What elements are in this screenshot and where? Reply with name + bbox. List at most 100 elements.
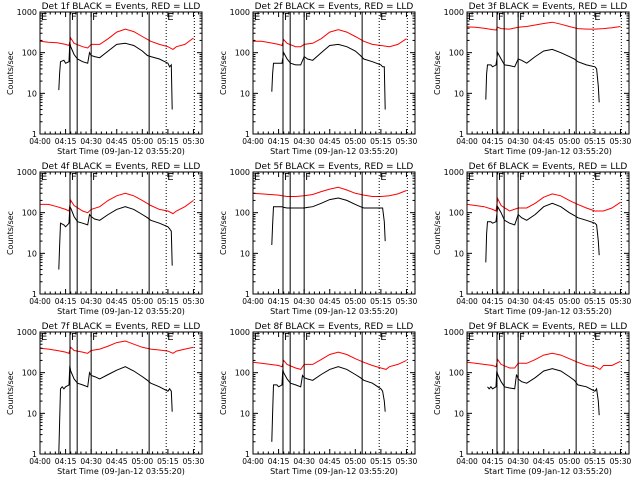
y-axis-label: Counts/sec	[433, 211, 442, 255]
y-tick-label: 1	[32, 290, 37, 299]
x-axis-label: Start Time (09-Jan-12 03:55:20)	[484, 467, 612, 476]
events-series-line	[271, 197, 386, 246]
y-tick-label: 10	[454, 249, 464, 258]
marker-label: E	[167, 12, 173, 23]
y-tick-label: 100	[235, 49, 250, 58]
y-axis-label: Counts/sec	[6, 51, 15, 95]
x-tick-label: 04:30	[80, 457, 102, 466]
x-tick-label: 04:00	[242, 297, 264, 306]
events-series-line	[485, 202, 600, 263]
plot-frame	[466, 11, 630, 135]
marker-label: F	[71, 172, 77, 183]
marker-label: F	[498, 332, 504, 343]
events-series-line	[58, 365, 173, 454]
panel-title: Det 3f BLACK = Events, RED = LLD	[469, 2, 628, 12]
panel-title: Det 8f BLACK = Events, RED = LLD	[255, 322, 414, 332]
y-tick-label: 1000	[17, 8, 37, 17]
x-tick-label: 04:15	[55, 137, 77, 146]
y-tick-label: 10	[27, 89, 37, 98]
y-tick-label: 10	[27, 409, 37, 418]
y-tick-label: 100	[449, 369, 464, 378]
panel-title: Det 7f BLACK = Events, RED = LLD	[42, 322, 201, 332]
y-tick-label: 1	[32, 450, 37, 459]
y-axis-label: Counts/sec	[219, 51, 228, 95]
x-tick-label: 04:00	[456, 297, 478, 306]
y-axis-label: Counts/sec	[6, 211, 15, 255]
x-tick-label: 04:00	[29, 137, 51, 146]
y-axis-label: Counts/sec	[433, 371, 442, 415]
y-tick-label: 10	[454, 409, 464, 418]
y-tick-label: 1000	[230, 8, 250, 17]
panel-title: Det 2f BLACK = Events, RED = LLD	[255, 2, 414, 12]
lld-series-line	[40, 192, 194, 215]
lld-series-line	[467, 21, 621, 31]
marker-label: E	[468, 172, 474, 183]
x-tick-label: 05:00	[559, 137, 581, 146]
x-tick-label: 05:15	[584, 137, 606, 146]
x-tick-label: 05:00	[345, 137, 367, 146]
x-tick-label: 04:45	[533, 297, 555, 306]
y-tick-label: 1000	[444, 168, 464, 177]
x-tick-label: 04:00	[456, 137, 478, 146]
panel-title: Det 5f BLACK = Events, RED = LLD	[255, 162, 414, 172]
y-tick-label: 100	[22, 49, 37, 58]
x-tick-label: 05:30	[610, 457, 632, 466]
marker-label: F	[284, 172, 290, 183]
y-tick-label: 100	[449, 49, 464, 58]
x-tick-label: 04:30	[293, 137, 315, 146]
y-tick-label: 1	[245, 290, 250, 299]
marker-label: F	[519, 12, 525, 23]
x-tick-label: 05:15	[157, 137, 179, 146]
marker-label: E	[468, 332, 474, 343]
marker-label: F	[305, 332, 311, 343]
y-tick-label: 10	[240, 89, 250, 98]
y-tick-label: 1	[459, 290, 464, 299]
x-tick-label: 05:30	[183, 297, 205, 306]
events-series-line	[485, 48, 600, 103]
x-tick-label: 05:00	[559, 297, 581, 306]
lld-series-line	[40, 340, 194, 354]
plot-frame	[466, 331, 630, 455]
lld-series-line	[467, 352, 621, 371]
x-tick-label: 04:15	[482, 457, 504, 466]
x-tick-label: 04:15	[268, 137, 290, 146]
y-tick-label: 10	[240, 409, 250, 418]
x-tick-label: 04:15	[55, 297, 77, 306]
y-tick-label: 1	[459, 130, 464, 139]
x-tick-label: 04:30	[507, 297, 529, 306]
x-axis-label: Start Time (09-Jan-12 03:55:20)	[484, 307, 612, 316]
marker-label: F	[92, 172, 98, 183]
lld-series-line	[253, 186, 407, 197]
x-tick-label: 05:00	[345, 297, 367, 306]
y-tick-label: 100	[449, 209, 464, 218]
x-tick-label: 05:30	[610, 137, 632, 146]
x-tick-label: 05:15	[157, 297, 179, 306]
x-tick-label: 04:00	[242, 137, 264, 146]
marker-label: E	[380, 172, 386, 183]
marker-label: E	[254, 332, 260, 343]
marker-label: E	[254, 172, 260, 183]
marker-label: F	[498, 12, 504, 23]
x-axis-label: Start Time (09-Jan-12 03:55:20)	[57, 307, 185, 316]
y-tick-label: 10	[454, 89, 464, 98]
marker-label: E	[41, 332, 47, 343]
x-tick-label: 04:45	[319, 137, 341, 146]
events-series-line	[271, 43, 386, 110]
plot-frame	[466, 171, 630, 295]
x-tick-label: 04:30	[80, 137, 102, 146]
y-axis-label: Counts/sec	[219, 371, 228, 415]
x-tick-label: 05:30	[183, 457, 205, 466]
marker-label: F	[92, 12, 98, 23]
panel-title: Det 6f BLACK = Events, RED = LLD	[469, 162, 628, 172]
x-tick-label: 05:15	[370, 297, 392, 306]
x-tick-label: 05:00	[132, 137, 154, 146]
x-tick-label: 05:30	[396, 457, 418, 466]
marker-label: F	[284, 12, 290, 23]
x-axis-label: Start Time (09-Jan-12 03:55:20)	[270, 147, 398, 156]
